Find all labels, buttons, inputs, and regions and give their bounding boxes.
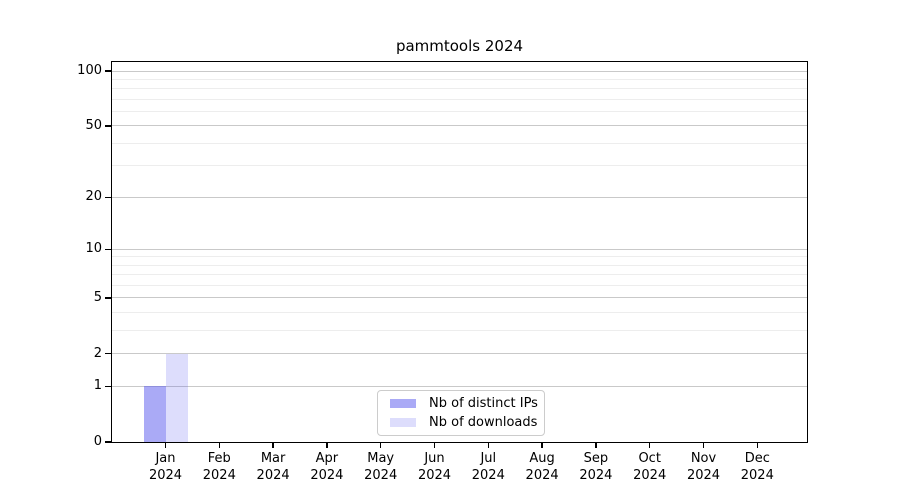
gridline-minor — [112, 274, 807, 276]
x-tick-label: Mar 2024 — [256, 451, 290, 483]
gridline-major — [112, 248, 807, 250]
gridline-minor — [112, 264, 807, 266]
gridline-minor — [112, 165, 807, 167]
chart-title: pammtools 2024 — [395, 37, 524, 55]
y-axis-tick — [105, 125, 112, 127]
x-tick-label: Jun 2024 — [417, 451, 452, 483]
x-tick-label: Aug 2024 — [525, 451, 559, 483]
gridline-minor — [112, 285, 807, 287]
y-tick-label: 100 — [77, 63, 102, 79]
x-tick-label: Oct 2024 — [633, 451, 667, 483]
gridline-major — [112, 196, 807, 198]
x-axis-tick — [541, 442, 543, 448]
legend-label-distinct-ips: Nb of distinct IPs — [429, 396, 538, 411]
y-tick-label: 50 — [85, 117, 102, 133]
gridline-major — [112, 125, 807, 127]
x-tick-label: Jul 2024 — [471, 451, 505, 483]
x-axis-tick — [272, 442, 274, 448]
x-axis-tick — [595, 442, 597, 448]
x-axis-tick — [487, 442, 490, 448]
y-axis-tick — [105, 248, 112, 250]
legend-item-downloads: Nb of downloads — [386, 414, 538, 431]
plot-area — [112, 62, 807, 442]
y-axis-tick — [105, 441, 112, 443]
y-axis-tick — [105, 196, 112, 199]
x-tick-label: May 2024 — [364, 451, 398, 483]
x-axis-tick — [326, 442, 328, 448]
y-tick-label: 2 — [93, 345, 102, 361]
x-axis-tick — [702, 442, 705, 448]
gridline-major — [112, 70, 807, 72]
y-tick-label: 0 — [93, 434, 102, 449]
gridline-major — [112, 353, 807, 355]
bar-jan-distinct-ips — [143, 386, 166, 442]
y-axis-tick — [105, 385, 112, 388]
y-tick-label: 10 — [85, 241, 102, 257]
gridline-major — [112, 385, 807, 387]
y-axis-tick — [105, 297, 112, 299]
x-tick-label: Sep 2024 — [579, 451, 613, 483]
x-axis-tick — [433, 442, 436, 448]
y-tick-label: 20 — [85, 189, 102, 205]
gridline-minor — [112, 330, 807, 332]
x-tick-label: Apr 2024 — [310, 451, 344, 483]
gridline-minor — [112, 142, 807, 144]
x-axis-tick — [164, 442, 167, 448]
gridline-major — [112, 297, 807, 299]
y-axis-tick — [105, 352, 112, 355]
gridline-minor — [112, 98, 807, 100]
x-axis-tick — [379, 442, 382, 448]
gridline-minor — [112, 312, 807, 314]
legend-item-distinct-ips: Nb of distinct IPs — [386, 395, 538, 412]
legend-swatch-distinct-ips — [390, 399, 416, 408]
chart-legend: Nb of distinct IPs Nb of downloads — [377, 390, 545, 436]
gridline-minor — [112, 78, 807, 80]
y-tick-label: 5 — [93, 289, 102, 305]
legend-label-downloads: Nb of downloads — [429, 415, 538, 430]
gridline-minor — [112, 256, 807, 258]
x-tick-label: Feb 2024 — [202, 451, 236, 483]
bar-jan-downloads — [165, 353, 188, 442]
y-tick-label: 1 — [93, 378, 102, 394]
y-axis-tick — [105, 70, 112, 72]
x-tick-label: Nov 2024 — [686, 451, 721, 483]
x-tick-label: Jan 2024 — [148, 451, 183, 483]
x-axis-tick — [218, 442, 221, 448]
gridline-minor — [112, 88, 807, 90]
legend-swatch-downloads — [390, 418, 416, 427]
x-tick-label: Dec 2024 — [740, 451, 774, 483]
gridline-minor — [112, 111, 807, 113]
x-axis-tick — [756, 442, 759, 448]
x-axis-tick — [648, 442, 651, 448]
